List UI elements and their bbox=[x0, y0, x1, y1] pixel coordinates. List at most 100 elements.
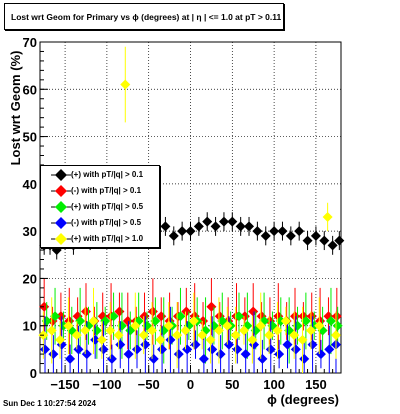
data-point bbox=[334, 235, 345, 246]
legend-marker-black bbox=[51, 169, 71, 181]
x-tick-label: 0 bbox=[187, 377, 194, 392]
data-point bbox=[138, 330, 149, 341]
y-axis-label: Lost wrt Geom (%) bbox=[8, 51, 23, 166]
data-point bbox=[58, 320, 69, 331]
data-point bbox=[248, 306, 259, 317]
data-point bbox=[257, 353, 268, 364]
data-point bbox=[282, 339, 293, 350]
y-tick-label: 60 bbox=[23, 82, 37, 97]
data-point bbox=[165, 334, 176, 345]
data-point bbox=[197, 330, 208, 341]
data-point bbox=[297, 334, 308, 345]
legend: (+) with pT/|q| > 0.1 (-) with pT/|q| > … bbox=[40, 165, 160, 248]
data-point bbox=[244, 221, 255, 232]
legend-marker-green bbox=[51, 201, 71, 213]
data-point bbox=[175, 311, 186, 322]
data-point bbox=[100, 315, 111, 326]
data-point bbox=[88, 315, 99, 326]
data-point bbox=[180, 325, 191, 336]
data-point bbox=[239, 325, 250, 336]
data-point bbox=[90, 334, 101, 345]
legend-entry: (-) with pT/|q| > 0.1 bbox=[41, 183, 161, 199]
data-point bbox=[227, 216, 238, 227]
data-point bbox=[50, 311, 61, 322]
data-point bbox=[272, 325, 283, 336]
data-point bbox=[255, 320, 266, 331]
data-point bbox=[260, 230, 271, 241]
data-point bbox=[215, 349, 226, 360]
data-point bbox=[331, 311, 342, 322]
data-point bbox=[115, 339, 126, 350]
data-point bbox=[40, 344, 51, 355]
legend-marker-yellow bbox=[51, 233, 71, 245]
legend-entry: (-) with pT/|q| > 0.5 bbox=[41, 215, 161, 231]
data-point bbox=[275, 315, 286, 326]
data-point bbox=[218, 216, 229, 227]
data-point bbox=[330, 330, 341, 341]
data-point bbox=[168, 230, 179, 241]
data-point bbox=[173, 349, 184, 360]
data-point bbox=[223, 339, 234, 350]
data-point bbox=[157, 344, 168, 355]
data-point bbox=[269, 226, 280, 237]
legend-label: (+) with pT/|q| > 1.0 bbox=[71, 234, 144, 243]
data-point bbox=[190, 339, 201, 350]
data-point bbox=[75, 315, 86, 326]
legend-marker-red bbox=[51, 185, 71, 197]
data-point bbox=[250, 325, 261, 336]
legend-entry: (+) with pT/|q| > 0.5 bbox=[41, 199, 161, 215]
data-point bbox=[202, 216, 213, 227]
y-tick-label: 70 bbox=[23, 35, 37, 50]
legend-label: (+) with pT/|q| > 0.1 bbox=[71, 170, 144, 179]
legend-label: (-) with pT/|q| > 0.1 bbox=[71, 186, 142, 195]
data-point bbox=[324, 344, 335, 355]
data-point bbox=[299, 353, 310, 364]
data-point bbox=[147, 325, 158, 336]
data-point bbox=[120, 79, 131, 90]
data-point bbox=[46, 325, 57, 336]
data-point bbox=[332, 320, 343, 331]
data-point bbox=[116, 320, 127, 331]
data-point bbox=[80, 325, 91, 336]
data-point bbox=[131, 344, 142, 355]
data-point bbox=[264, 330, 275, 341]
data-point bbox=[177, 226, 188, 237]
data-point bbox=[222, 320, 233, 331]
x-tick-label: −100 bbox=[92, 377, 121, 392]
x-tick-label: 100 bbox=[263, 377, 285, 392]
y-tick-label: 20 bbox=[23, 271, 37, 286]
data-marks bbox=[38, 46, 345, 373]
data-point bbox=[155, 334, 166, 345]
data-point bbox=[91, 325, 102, 336]
data-point bbox=[96, 334, 107, 345]
data-point bbox=[290, 344, 301, 355]
data-point bbox=[294, 226, 305, 237]
y-tick-label: 10 bbox=[23, 319, 37, 334]
data-point bbox=[198, 353, 209, 364]
data-point bbox=[292, 320, 303, 331]
x-tick-label: 150 bbox=[305, 377, 327, 392]
data-point bbox=[150, 315, 161, 326]
data-point bbox=[105, 325, 116, 336]
data-point bbox=[232, 344, 243, 355]
data-point bbox=[274, 349, 285, 360]
legend-entry: (+) with pT/|q| > 0.1 bbox=[41, 167, 161, 183]
data-point bbox=[235, 221, 246, 232]
x-axis-label: ϕ (degrees) bbox=[267, 392, 339, 407]
data-point bbox=[252, 226, 263, 237]
data-point bbox=[233, 311, 244, 322]
data-point bbox=[48, 349, 59, 360]
legend-entry: (+) with pT/|q| > 1.0 bbox=[41, 231, 161, 247]
data-point bbox=[185, 226, 196, 237]
data-point bbox=[113, 330, 124, 341]
data-point bbox=[265, 344, 276, 355]
x-tick-label: 50 bbox=[225, 377, 239, 392]
data-point bbox=[73, 344, 84, 355]
legend-marker-blue bbox=[51, 217, 71, 229]
data-point bbox=[182, 344, 193, 355]
data-point bbox=[289, 330, 300, 341]
data-point bbox=[140, 339, 151, 350]
data-point bbox=[213, 325, 224, 336]
axes: −150 −100 −50 0 50 100 150 0 10 20 30 40 50 60 70 bbox=[23, 35, 342, 392]
